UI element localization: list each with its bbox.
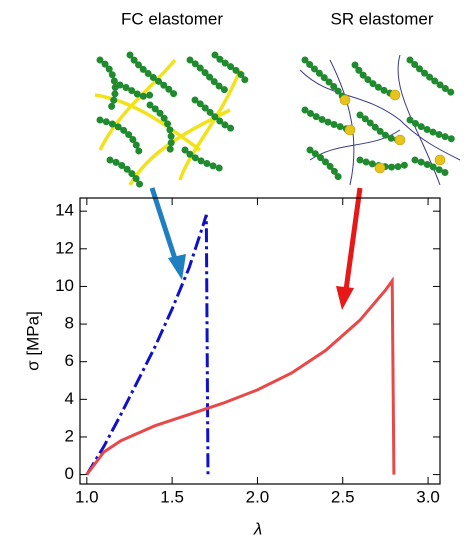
sr-arrow-shaft [343,187,363,291]
y-tick-label: 0 [65,464,74,483]
series-line [85,214,210,476]
sr-label: SR elastomer [331,9,434,28]
y-tick-label: 14 [55,201,74,220]
y-axis-label: σ [MPa] [23,311,42,371]
fc-illustration [94,51,249,189]
plot-frame [79,197,441,485]
x-tick-label: 2.5 [331,487,355,506]
fc-arrow-shaft [149,187,179,263]
y-tick-label: 8 [65,314,74,333]
y-tick-label: 6 [65,351,74,370]
y-tick-label: 4 [65,389,74,408]
y-tick-label: 10 [55,276,74,295]
x-tick-label: 3.0 [416,487,440,506]
x-tick-label: 2.0 [246,487,270,506]
y-tick-label: 2 [65,426,74,445]
arrows [149,187,363,310]
fc-arrow-head [168,254,186,280]
sr-arrow-head [336,286,354,310]
x-axis-label: λ [253,519,262,538]
sr-illustration [299,54,461,186]
x-tick-label: 1.0 [75,487,99,506]
series-line [85,276,396,476]
x-tick-label: 1.5 [160,487,184,506]
fc-label: FC elastomer [121,9,223,28]
y-tick-label: 12 [55,238,74,257]
